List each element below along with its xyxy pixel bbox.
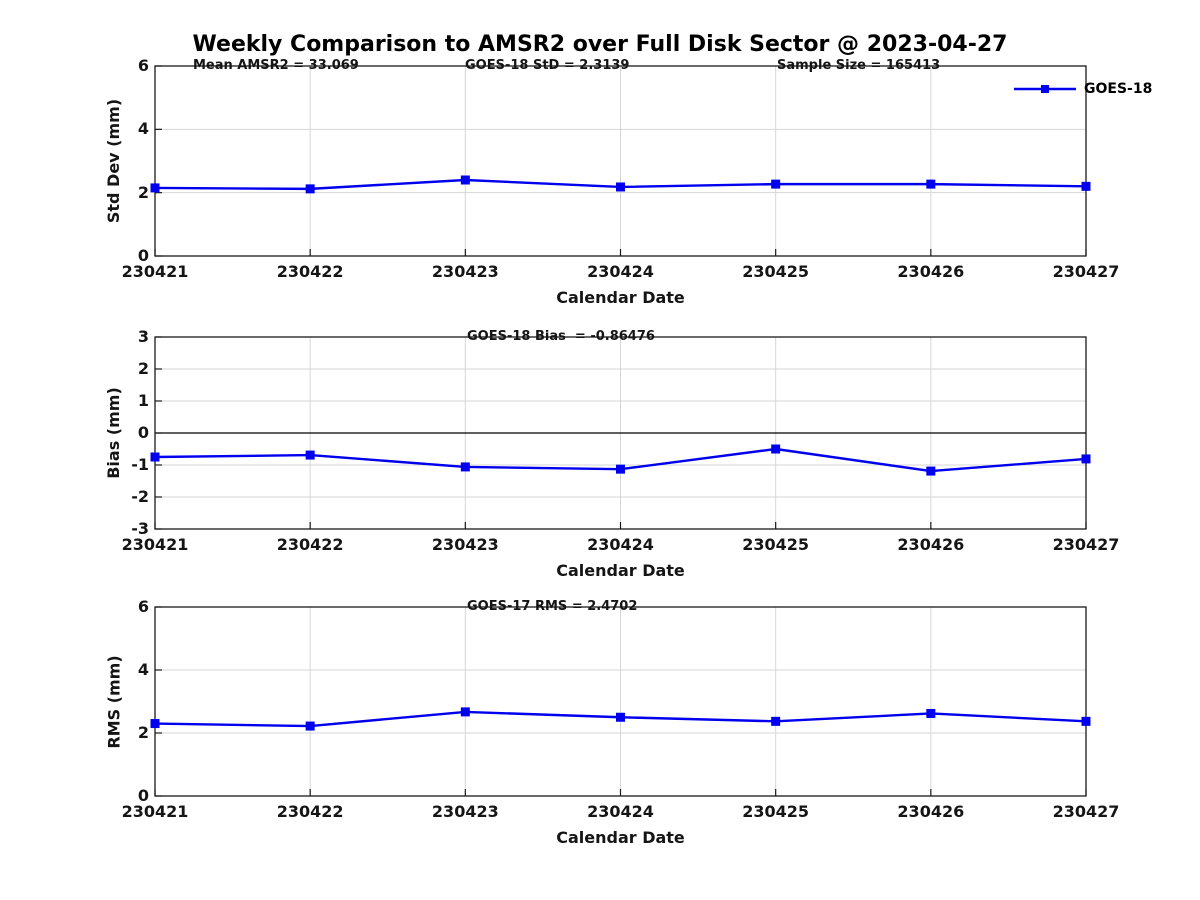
data-point-marker <box>460 707 470 717</box>
x-tick-label: 230422 <box>276 262 344 281</box>
x-tick-label: 230421 <box>121 262 189 281</box>
y-tick-label: -1 <box>131 455 149 474</box>
data-point-marker <box>616 712 625 722</box>
legend-marker <box>1041 85 1049 93</box>
x-tick-label: 230427 <box>1052 802 1120 821</box>
data-point-marker <box>1081 454 1091 464</box>
x-tick-label: 230422 <box>276 535 344 554</box>
x-tick-label: 230421 <box>121 535 189 554</box>
stat-annotation: Sample Size = 165413 <box>777 58 941 73</box>
y-tick-label: 2 <box>137 723 149 742</box>
data-point-marker <box>771 179 781 189</box>
data-point-marker <box>1081 716 1091 726</box>
data-point-marker <box>771 716 781 726</box>
x-tick-label: 230426 <box>897 802 965 821</box>
x-tick-label: 230425 <box>742 262 810 281</box>
chart-title: Weekly Comparison to AMSR2 over Full Dis… <box>192 32 1008 57</box>
data-point-marker <box>1081 181 1091 191</box>
x-tick-label: 230425 <box>742 535 810 554</box>
x-tick-label: 230425 <box>742 802 810 821</box>
axis-label-y: RMS (mm) <box>104 654 123 749</box>
axis-label-y: Bias (mm) <box>104 387 123 479</box>
axis-label-x: Calendar Date <box>556 561 685 580</box>
data-point-marker <box>460 462 470 472</box>
data-point-marker <box>305 184 315 194</box>
y-tick-label: 6 <box>137 56 149 75</box>
y-tick-label: 4 <box>137 119 149 139</box>
axis-label-x: Calendar Date <box>556 288 685 307</box>
x-tick-label: 230427 <box>1052 535 1120 554</box>
y-tick-label: -3 <box>131 519 149 538</box>
data-point-marker <box>305 721 315 731</box>
y-tick-label: -2 <box>131 487 149 506</box>
y-tick-label: 2 <box>137 182 149 202</box>
x-tick-label: 230427 <box>1052 262 1120 281</box>
axis-label-y: Std Dev (mm) <box>104 98 123 224</box>
data-point-marker <box>771 444 781 454</box>
x-tick-label: 230422 <box>276 802 344 821</box>
y-tick-label: 0 <box>137 423 149 442</box>
stat-annotation: GOES-17 RMS = 2.4702 <box>467 599 638 614</box>
y-tick-label: 3 <box>137 327 149 346</box>
legend-label: GOES-18 <box>1084 81 1153 97</box>
data-point-marker <box>616 182 625 192</box>
data-point-marker <box>150 719 160 729</box>
data-point-marker <box>616 464 625 474</box>
y-tick-label: 1 <box>137 391 149 410</box>
stat-annotation: GOES-18 StD = 2.3139 <box>465 58 630 73</box>
x-tick-label: 230424 <box>587 802 654 821</box>
stat-annotation: GOES-18 Bias = -0.86476 <box>467 329 655 344</box>
y-tick-label: 4 <box>137 660 149 679</box>
x-tick-label: 230424 <box>587 535 654 554</box>
data-point-marker <box>926 466 936 476</box>
x-tick-label: 230426 <box>897 262 965 281</box>
data-point-marker <box>460 175 470 185</box>
data-point-marker <box>150 183 160 193</box>
x-tick-label: 230424 <box>587 262 654 281</box>
x-tick-label: 230423 <box>431 802 499 821</box>
x-tick-label: 230426 <box>897 535 965 554</box>
y-tick-label: 0 <box>137 786 149 805</box>
y-tick-label: 2 <box>137 359 149 378</box>
data-point-marker <box>150 452 160 462</box>
data-point-marker <box>926 708 936 718</box>
x-tick-label: 230421 <box>121 802 189 821</box>
y-tick-label: 6 <box>137 597 149 616</box>
stat-annotation: Mean AMSR2 = 33.069 <box>193 58 359 73</box>
x-tick-label: 230423 <box>431 262 499 281</box>
x-tick-label: 230423 <box>431 535 499 554</box>
axis-label-x: Calendar Date <box>556 828 685 847</box>
y-tick-label: 0 <box>137 246 149 265</box>
data-point-marker <box>926 179 936 189</box>
data-point-marker <box>305 450 315 460</box>
